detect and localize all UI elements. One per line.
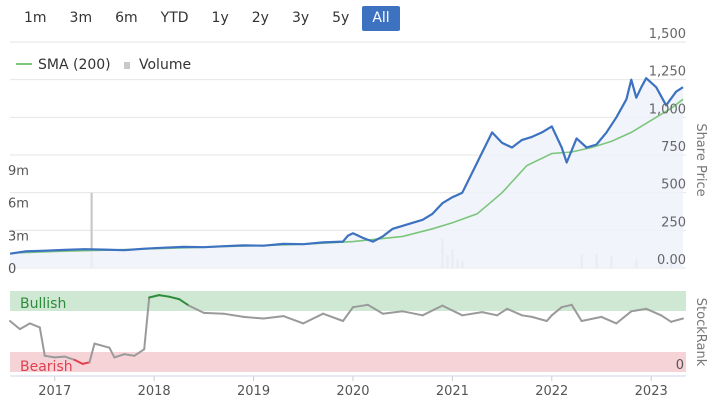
bearish-zone bbox=[10, 352, 686, 372]
stockrank-segment bbox=[168, 295, 180, 301]
stockrank-segment bbox=[660, 314, 673, 323]
range-selector: 1m 3m 6m YTD 1y 2y 3y 5y All bbox=[14, 6, 403, 32]
stockrank-segment bbox=[521, 314, 533, 318]
stockrank-segment bbox=[242, 315, 265, 320]
stockrank-segment bbox=[550, 306, 563, 317]
price-axis-title: Share Price bbox=[693, 123, 708, 196]
x-tick-label: 2018 bbox=[138, 384, 171, 399]
range-button-all[interactable]: All bbox=[362, 6, 400, 31]
stockrank-segment bbox=[38, 326, 46, 357]
stockrank-segment bbox=[441, 304, 464, 317]
stockrank-segment bbox=[496, 307, 509, 317]
stockrank-segment bbox=[143, 296, 151, 351]
axes: 0.00 250 500 750 1,000 1,250 1,500 0 3m 6m 9m 2017 2… bbox=[8, 27, 686, 399]
stockrank-segment bbox=[461, 311, 484, 317]
range-button-6m[interactable]: 6m bbox=[105, 6, 148, 31]
price-tick-label: 1,250 bbox=[649, 65, 686, 80]
range-button-2y[interactable]: 2y bbox=[242, 6, 279, 31]
stockrank-segment bbox=[158, 294, 171, 298]
x-tick-label: 2022 bbox=[535, 384, 568, 399]
stockrank-segment bbox=[187, 304, 205, 314]
stockrank-segment bbox=[506, 307, 523, 317]
stockrank-segment bbox=[530, 315, 548, 322]
bullish-zone-label: Bullish bbox=[20, 296, 66, 312]
range-button-3y[interactable]: 3y bbox=[282, 6, 319, 31]
stockrank-segment bbox=[93, 342, 111, 349]
stockrank-segment bbox=[421, 304, 444, 317]
stockrank-segment bbox=[401, 310, 424, 317]
stockrank-segment bbox=[645, 307, 663, 317]
stockrank-segment bbox=[302, 312, 325, 325]
x-tick-label: 2017 bbox=[38, 384, 71, 399]
price-series bbox=[9, 77, 684, 268]
legend: SMA (200) Volume bbox=[16, 57, 191, 73]
bullish-zone bbox=[10, 291, 686, 311]
stockrank-segment bbox=[133, 348, 146, 357]
stockrank-segment bbox=[43, 354, 56, 359]
stockrank-segment bbox=[123, 353, 136, 357]
price-line bbox=[9, 77, 684, 255]
x-tick-label: 2020 bbox=[336, 384, 369, 399]
stockrank-segment bbox=[53, 355, 66, 359]
stockrank-segment bbox=[9, 320, 21, 331]
x-tick-label: 2021 bbox=[436, 384, 469, 399]
volume-legend-swatch bbox=[124, 62, 130, 69]
price-area bbox=[10, 78, 683, 268]
stockrank-segment bbox=[88, 342, 96, 364]
stockrank-segment bbox=[600, 315, 618, 325]
stockrank-segment bbox=[73, 358, 84, 365]
stockrank-segment bbox=[81, 361, 91, 365]
stockrank-segment bbox=[342, 306, 354, 322]
stockrank-segment bbox=[108, 346, 116, 359]
stockrank-segment bbox=[545, 314, 553, 322]
stockrank-segment bbox=[222, 312, 245, 318]
stockrank-segment bbox=[570, 303, 583, 322]
stockrank-segment bbox=[352, 303, 369, 309]
stockrank-segment bbox=[178, 298, 190, 307]
range-button-3m[interactable]: 3m bbox=[60, 6, 103, 31]
stockrank-bands bbox=[10, 291, 686, 372]
x-tick-label: 2019 bbox=[237, 384, 270, 399]
stockrank-segment bbox=[282, 315, 305, 325]
stockrank-segment bbox=[113, 353, 126, 359]
price-tick-label: 1,000 bbox=[649, 102, 686, 117]
range-button-1m[interactable]: 1m bbox=[14, 6, 57, 31]
stockrank-segment bbox=[18, 322, 31, 331]
bearish-zone-label: Bearish bbox=[20, 359, 73, 375]
range-button-ytd[interactable]: YTD bbox=[151, 6, 199, 31]
volume-tick-label: 3m bbox=[8, 229, 29, 244]
stockrank-segment bbox=[148, 294, 161, 299]
stockrank-segment bbox=[28, 322, 41, 329]
stockrank-segment bbox=[481, 311, 499, 317]
price-tick-label: 1,500 bbox=[649, 27, 686, 42]
stockrank-segment bbox=[580, 315, 603, 322]
sma-legend-label[interactable]: SMA (200) bbox=[38, 57, 111, 73]
price-tick-label: 500 bbox=[661, 178, 686, 193]
volume-legend-label[interactable]: Volume bbox=[139, 57, 191, 73]
range-button-1y[interactable]: 1y bbox=[202, 6, 239, 31]
price-tick-label: 250 bbox=[661, 215, 686, 230]
stockrank-axis-title: StockRank bbox=[693, 298, 708, 367]
range-button-5y[interactable]: 5y bbox=[322, 6, 359, 31]
stockrank-zero-tick: 0 bbox=[676, 358, 684, 373]
stockrank-segment bbox=[322, 312, 344, 322]
volume-tick-label: 9m bbox=[8, 164, 29, 179]
price-tick-label: 0.00 bbox=[657, 253, 686, 268]
x-tick-label: 2023 bbox=[635, 384, 668, 399]
price-tick-label: 750 bbox=[661, 140, 686, 155]
volume-tick-label: 6m bbox=[8, 197, 29, 212]
stockrank-segment bbox=[202, 311, 225, 315]
stockrank-segment bbox=[560, 303, 573, 309]
stockrank-segment bbox=[366, 303, 384, 315]
stockrank-segment bbox=[630, 307, 648, 313]
stockrank-segment bbox=[262, 315, 285, 320]
stockrank-segment bbox=[670, 317, 684, 323]
volume-tick-label: 0 bbox=[8, 262, 16, 277]
stockrank-segment bbox=[615, 310, 633, 325]
volume-bar bbox=[90, 192, 93, 268]
stockrank-segment bbox=[63, 355, 76, 361]
stockrank-series bbox=[9, 294, 684, 365]
stockrank-segment bbox=[381, 310, 404, 315]
